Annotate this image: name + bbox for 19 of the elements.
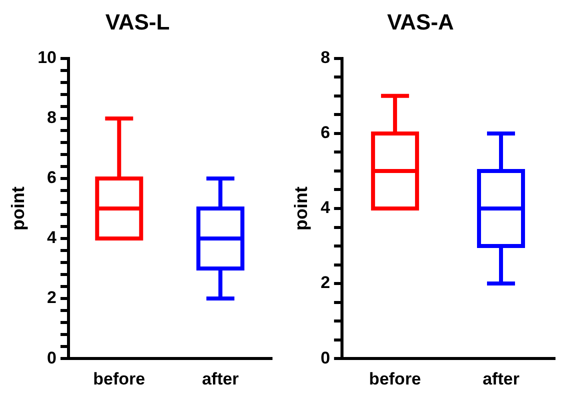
y-tick-label: 8 <box>47 108 57 128</box>
y-axis-title: point <box>290 186 311 230</box>
y-tick-label: 2 <box>47 288 57 308</box>
y-tick-label: 8 <box>320 48 330 68</box>
x-tick-label: before <box>93 369 146 388</box>
y-tick-label: 6 <box>47 168 57 188</box>
chart-title: VAS-A <box>387 9 454 34</box>
y-axis-title: point <box>8 186 28 230</box>
x-tick-label: before <box>369 369 422 388</box>
y-tick-label: 0 <box>47 348 57 368</box>
y-tick-label: 2 <box>320 273 330 292</box>
x-tick-label: after <box>202 369 240 388</box>
y-tick-label: 0 <box>320 348 330 368</box>
y-tick-label: 4 <box>47 228 58 248</box>
y-tick-label: 10 <box>38 48 57 68</box>
chart-title: VAS-L <box>105 9 170 34</box>
y-tick-label: 4 <box>320 198 331 218</box>
x-tick-label: after <box>482 369 520 388</box>
y-tick-label: 6 <box>320 123 330 142</box>
